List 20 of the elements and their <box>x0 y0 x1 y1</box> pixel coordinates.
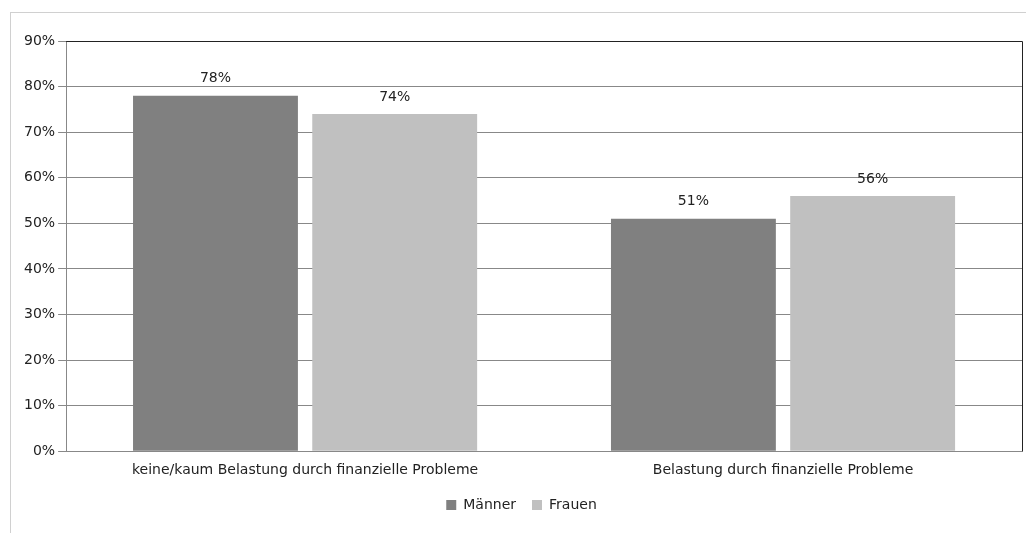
y-tick-label: 0% <box>32 441 56 458</box>
data-label: 56% <box>857 169 889 186</box>
x-tick-label: Belastung durch finanzielle Probleme <box>652 461 914 478</box>
y-tick-label: 90% <box>23 31 56 48</box>
legend-label: Männer <box>463 495 517 512</box>
x-tick-label: keine/kaum Belastung durch finanzielle Probleme <box>131 461 479 478</box>
y-tick-label: 50% <box>23 213 56 230</box>
y-tick-label: 80% <box>23 77 56 94</box>
legend-label: Frauen <box>549 495 597 512</box>
y-tick-label: 30% <box>23 305 56 322</box>
bar <box>312 113 478 451</box>
bar <box>790 195 956 451</box>
y-tick-label: 10% <box>23 396 56 413</box>
y-tick-label: 40% <box>23 259 56 276</box>
data-label: 78% <box>199 69 232 86</box>
y-tick-label: 20% <box>23 350 56 367</box>
data-label: 74% <box>379 87 411 104</box>
data-label: 51% <box>677 192 709 209</box>
y-tick-label: 60% <box>23 168 56 185</box>
y-tick-label: 70% <box>23 122 56 139</box>
